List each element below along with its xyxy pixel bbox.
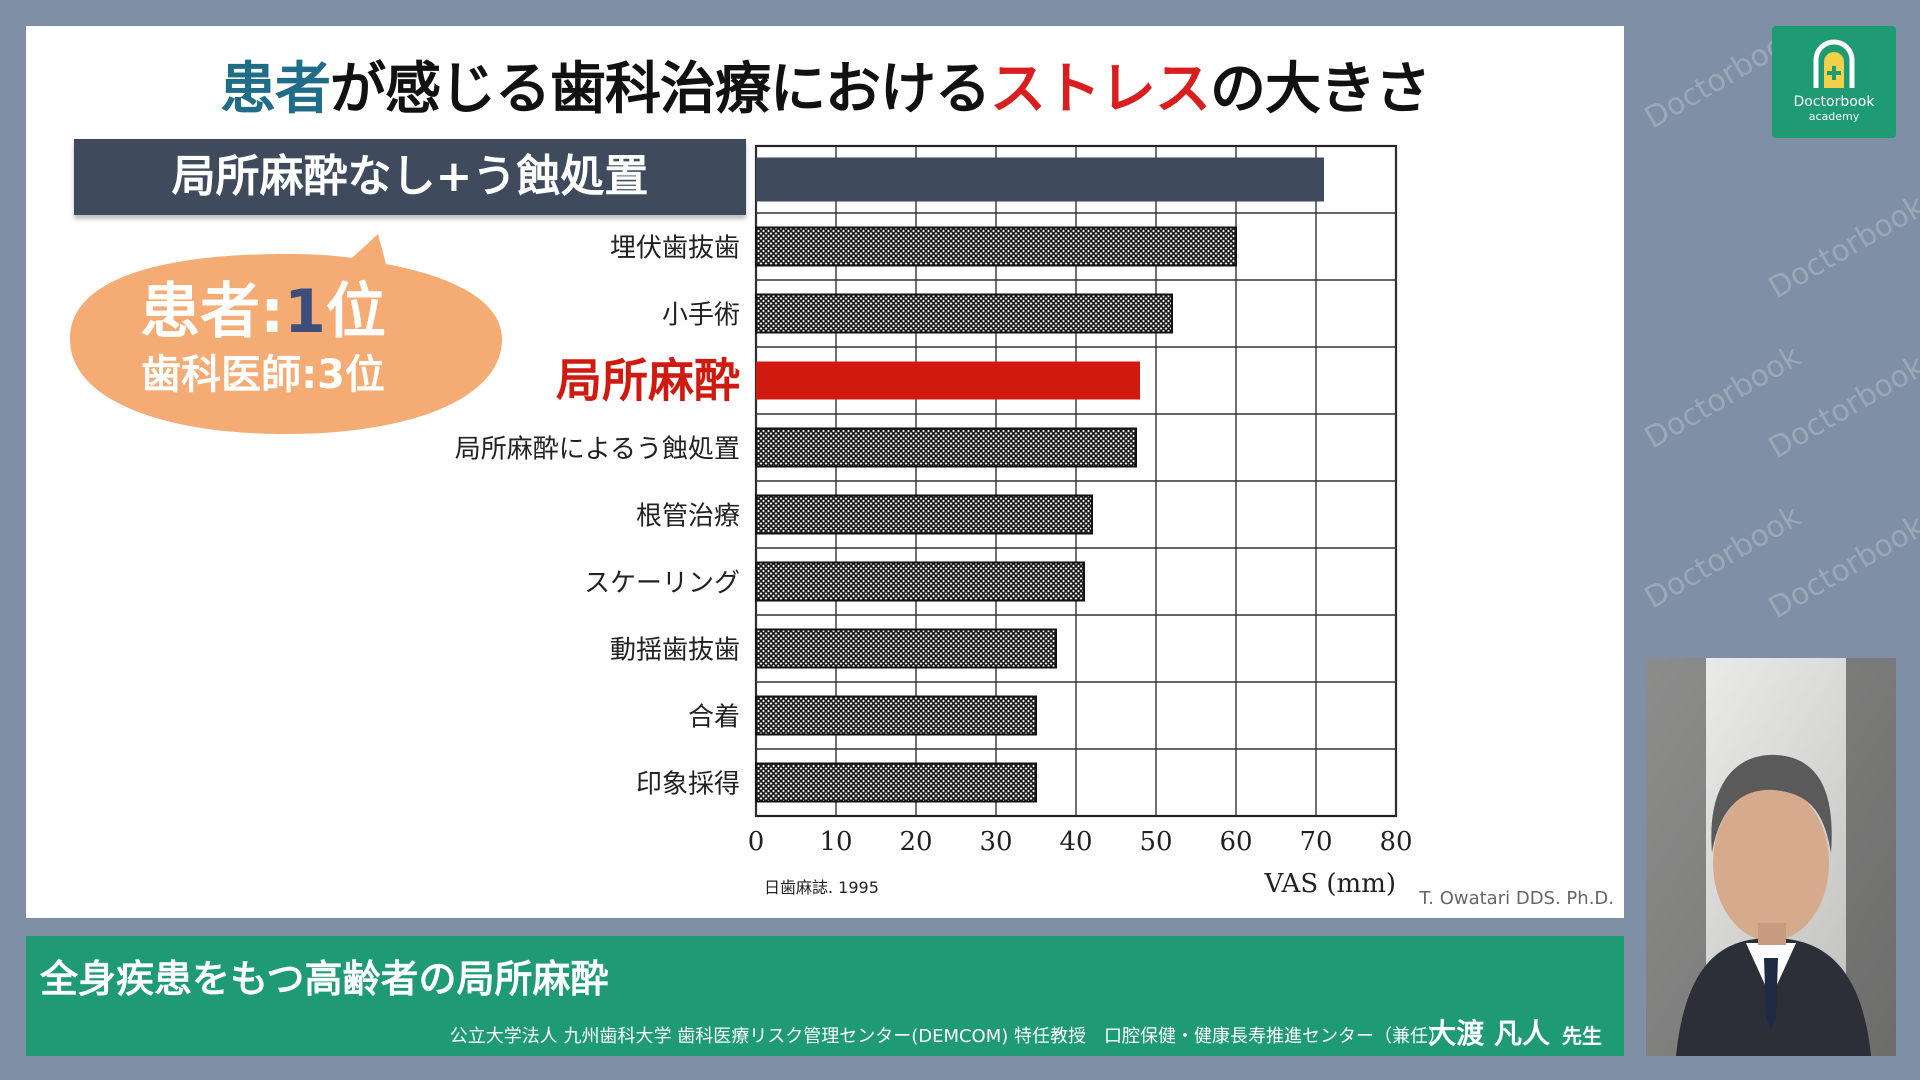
category-label: 印象採得 — [636, 770, 740, 800]
bar — [755, 628, 1057, 669]
category-label: 局所麻酔 — [556, 354, 740, 408]
slide-title: 患者が感じる歯科治療におけるストレスの大きさ — [26, 44, 1624, 125]
presenter-photo — [1646, 658, 1896, 1056]
title-end: の大きさ — [1210, 57, 1431, 122]
presenter-honorific: 先生 — [1562, 1024, 1602, 1048]
bar — [756, 157, 1324, 202]
bar — [755, 762, 1037, 803]
top-bar-label: 局所麻酔なし+う蝕処置 — [74, 139, 746, 215]
x-axis-label: VAS (mm) — [1264, 869, 1396, 899]
author-credit: T. Owatari DDS. Ph.D. — [1419, 888, 1614, 909]
category-label: 合着 — [688, 703, 740, 733]
x-tick-label: 60 — [1219, 827, 1252, 857]
bar — [755, 427, 1137, 468]
category-label: 動揺歯抜歯 — [610, 636, 740, 666]
lecture-title: 全身疾患をもつ高齢者の局所麻酔 — [40, 957, 609, 1001]
bar — [756, 361, 1140, 400]
rank-number: 1 — [284, 277, 326, 347]
bar-chart: 0 10 20 30 40 50 60 70 80 埋伏歯抜歯小手術局所麻酔局所麻酔によるう蝕処置… — [455, 144, 1413, 899]
category-label: 根管治療 — [636, 502, 740, 532]
presenter-video — [1646, 658, 1896, 1056]
slide: 患者が感じる歯科治療におけるストレスの大きさ 0 10 20 30 40 50 60 70 80… — [26, 26, 1624, 918]
callout-patient-rank: 患者:1位 — [140, 277, 386, 347]
title-middle: が感じる歯科治療における — [330, 57, 991, 122]
title-patient: 患者 — [220, 57, 331, 122]
category-label: 小手術 — [662, 301, 740, 331]
x-tick-label: 50 — [1139, 827, 1172, 857]
category-label: 埋伏歯抜歯 — [610, 234, 740, 264]
presenter-name: 大渡 凡人 — [1428, 1017, 1550, 1050]
speech-bubble — [70, 234, 502, 434]
bar — [755, 226, 1237, 267]
x-tick-label: 20 — [899, 827, 932, 857]
x-tick-label: 0 — [748, 827, 765, 857]
bar — [755, 494, 1093, 535]
watermark-text: Doctorbook — [1762, 188, 1920, 307]
x-tick-label: 40 — [1059, 827, 1092, 857]
doctorbook-logo: Doctorbook academy — [1772, 26, 1896, 138]
source-citation: 日歯麻誌. 1995 — [764, 878, 879, 897]
x-tick-label: 80 — [1379, 827, 1412, 857]
presenter-affiliation: 公立大学法人 九州歯科大学 歯科医療リスク管理センター(DEMCOM) 特任教授… — [449, 1026, 1446, 1047]
category-label: スケーリング — [584, 569, 740, 599]
category-label: 局所麻酔によるう蝕処置 — [455, 435, 740, 465]
callout-text: 患者:1位 歯科医師:3位 — [60, 276, 466, 402]
callout-dentist-rank: 歯科医師:3位 — [141, 352, 385, 398]
x-tick-label: 10 — [819, 827, 852, 857]
bar — [755, 293, 1173, 334]
arch-cross-icon — [1813, 39, 1855, 88]
logo-text: Doctorbook — [1793, 94, 1875, 110]
lecture-banner: 全身疾患をもつ高齢者の局所麻酔 公立大学法人 九州歯科大学 歯科医療リスク管理セ… — [26, 936, 1624, 1056]
bar — [755, 695, 1037, 736]
title-stress: ストレス — [990, 57, 1211, 122]
x-tick-label: 30 — [979, 827, 1012, 857]
x-tick-label: 70 — [1299, 827, 1332, 857]
bar — [755, 561, 1085, 602]
logo-subtext: academy — [1808, 110, 1860, 123]
